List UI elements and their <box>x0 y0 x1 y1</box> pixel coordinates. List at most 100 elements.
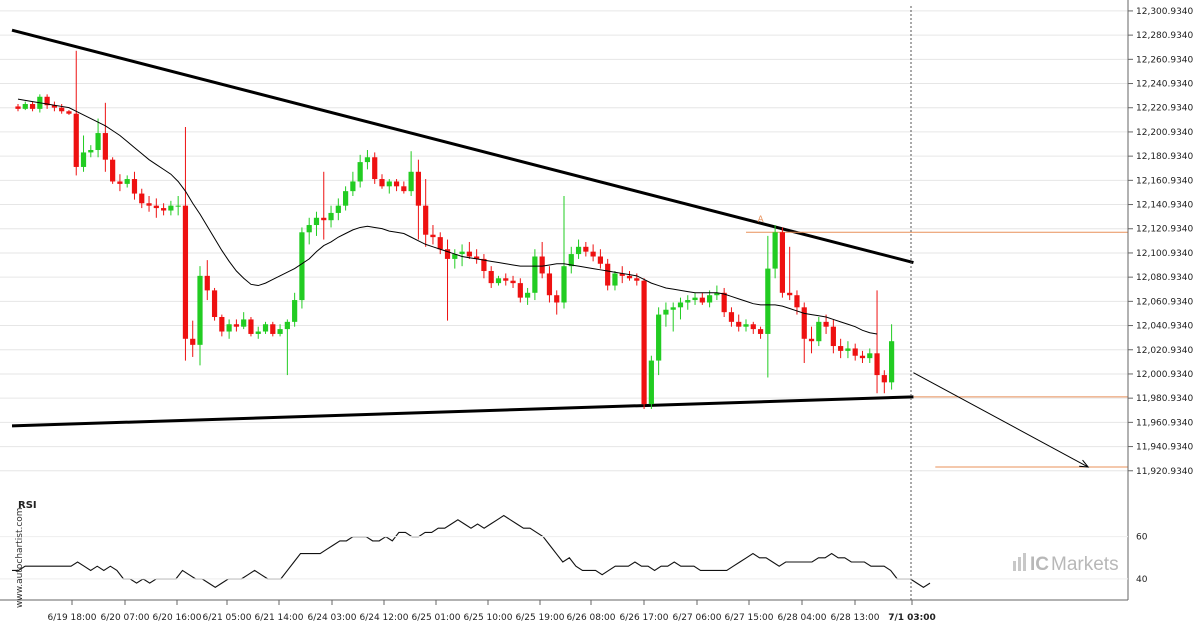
candle-body <box>168 205 174 211</box>
candle-body <box>838 346 844 351</box>
candle-body <box>343 191 349 206</box>
brand-markets: Markets <box>1051 554 1119 575</box>
candle-body <box>889 341 895 383</box>
candle-body <box>44 96 50 106</box>
candle-body <box>546 273 553 296</box>
candle-body <box>525 292 531 298</box>
candle-body <box>656 314 662 361</box>
candle-body <box>153 205 159 209</box>
candle-body <box>59 107 65 112</box>
time-tick-label: 6/24 12:00 <box>359 613 408 623</box>
candle-body <box>736 321 742 327</box>
candle-body <box>634 278 640 281</box>
candle-body <box>816 321 822 342</box>
candle-body <box>277 329 283 334</box>
price-tick-label: 12,160.9340 <box>1136 176 1194 186</box>
price-tick-label: 12,220.9340 <box>1136 104 1194 114</box>
price-tick-label: 12,200.9340 <box>1136 128 1194 138</box>
candle-body <box>270 324 276 334</box>
candle-body <box>619 273 625 276</box>
candle-body <box>321 217 327 221</box>
candle-body <box>299 232 305 301</box>
candle-body <box>15 106 21 109</box>
candle-body <box>765 268 771 334</box>
price-tick-label: 11,980.9340 <box>1136 394 1194 404</box>
time-tick-label: 6/26 08:00 <box>566 613 615 623</box>
candle-body <box>110 159 116 182</box>
support-trendline <box>11 395 914 428</box>
price-tick-label: 11,960.9340 <box>1136 418 1194 428</box>
price-tick-label: 12,240.9340 <box>1136 80 1194 90</box>
candle-body <box>648 360 654 405</box>
resistance-trendline <box>11 28 914 264</box>
candle-body <box>699 297 705 303</box>
price-tick-label: 12,260.9340 <box>1136 55 1194 65</box>
price-tick-label: 12,000.9340 <box>1136 370 1194 380</box>
candle-body <box>641 280 647 405</box>
candle-body <box>670 307 676 310</box>
candle-body <box>830 326 836 347</box>
candle-body <box>801 307 807 339</box>
candle-body <box>459 251 465 255</box>
projection-arrow-line <box>913 372 1089 468</box>
time-tick-label: 6/27 06:00 <box>672 613 721 623</box>
candle-body <box>393 181 400 187</box>
candle-body <box>219 317 225 332</box>
candle-body <box>721 292 727 313</box>
time-tick-label: 6/28 04:00 <box>777 613 826 623</box>
candle-body <box>255 331 261 334</box>
rsi-panel: RSI 60 40 <box>0 500 1148 588</box>
candle-body <box>626 275 633 279</box>
price-tick-label: 12,020.9340 <box>1136 346 1194 356</box>
candle-body <box>779 232 785 293</box>
candle-body <box>131 179 138 194</box>
price-tick-label: 12,180.9340 <box>1136 152 1194 162</box>
candle-body <box>29 104 36 109</box>
price-tick-label: 12,300.9340 <box>1136 7 1194 17</box>
candle-body <box>539 256 545 274</box>
candle-body <box>372 157 378 180</box>
rsi-title: RSI <box>18 500 37 511</box>
time-tick-label: 6/21 14:00 <box>254 613 303 623</box>
candle-body <box>867 353 873 359</box>
candle-body <box>452 254 458 259</box>
candle-body <box>583 246 589 252</box>
price-tick-label: 11,940.9340 <box>1136 443 1194 453</box>
candle-body <box>401 186 407 192</box>
candle-body <box>102 133 108 160</box>
price-tick-label: 12,100.9340 <box>1136 249 1194 259</box>
candle-body <box>568 254 574 267</box>
candle-body <box>117 181 123 184</box>
candle-body <box>197 275 203 345</box>
candle-body <box>306 225 312 233</box>
candle-body <box>444 249 451 259</box>
candle-body <box>182 205 189 339</box>
time-tick-label: 6/26 17:00 <box>619 613 668 623</box>
price-tick-label: 11,920.9340 <box>1136 467 1194 477</box>
candle-body <box>881 375 887 383</box>
candle-body <box>612 273 618 286</box>
candle-body <box>226 324 232 332</box>
candle-body <box>554 295 560 303</box>
time-tick-label: 6/27 15:00 <box>724 613 773 623</box>
time-tick-label: 6/25 19:00 <box>515 613 564 623</box>
rsi-tick-label: 40 <box>1136 575 1148 585</box>
candle-body <box>22 104 28 109</box>
candle-body <box>364 157 371 163</box>
price-tick-label: 12,120.9340 <box>1136 225 1194 235</box>
candle-body <box>772 232 778 269</box>
candle-body <box>685 300 691 303</box>
candle-body <box>146 203 152 206</box>
watermark: www.autochartist.com <box>15 507 25 608</box>
candle-body <box>517 283 523 298</box>
candle-body <box>532 256 538 293</box>
candle-body <box>335 205 341 213</box>
candle-body <box>437 237 443 250</box>
candle-body <box>241 319 247 327</box>
candle-body <box>714 292 720 296</box>
candle-body <box>262 324 269 332</box>
candle-body <box>794 295 800 308</box>
candle-body <box>66 111 72 114</box>
